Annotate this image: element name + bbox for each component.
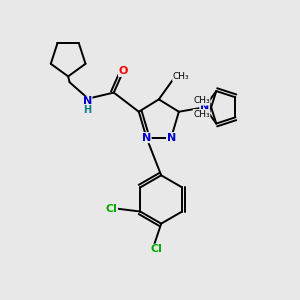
Text: N: N [167,133,176,142]
Text: CH₃: CH₃ [193,96,210,105]
Text: O: O [118,66,128,76]
Text: Cl: Cl [106,204,117,214]
Text: Cl: Cl [151,244,163,254]
Text: CH₃: CH₃ [172,72,189,81]
Text: N: N [142,133,151,142]
Text: CH₃: CH₃ [193,110,210,118]
Text: N: N [200,102,209,112]
Text: N: N [83,96,92,106]
Text: H: H [83,105,91,115]
